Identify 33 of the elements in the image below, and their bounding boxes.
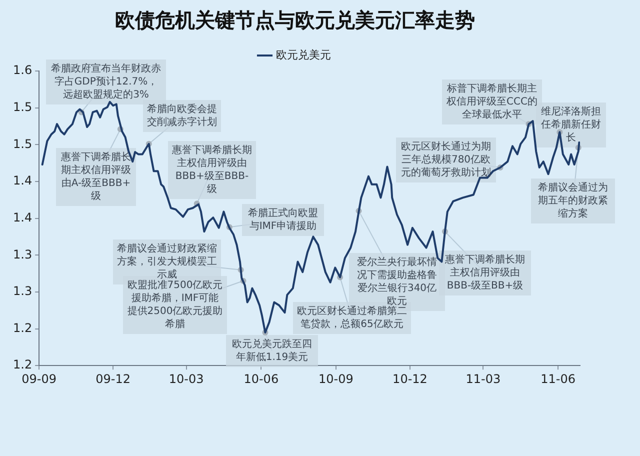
y-tick-label: 1.5: [12, 136, 32, 151]
annotation: 惠誉下调希腊长期主权信用评级由BBB-级至BB+级: [444, 254, 525, 292]
annotation: 希腊议会通过财政紧缩方案，引发大规模罢工示威: [117, 242, 217, 281]
y-tick-label: 1.4: [12, 210, 32, 224]
y-tick-label: 1.6: [12, 63, 32, 78]
x-tick-label: 10-03: [168, 372, 204, 386]
annotation: 希腊议会通过为期五年的财政紧缩方案: [538, 182, 608, 220]
x-tick-label: 10-06: [244, 372, 279, 386]
annotation: 希腊向欧委会提交削减赤字计划: [147, 103, 217, 128]
annotation: 欧元区财长通过希腊第二笔贷款，总额65亿欧元: [297, 305, 407, 330]
annotation: 欧盟批准7500亿欧元援助希腊，IMF可能提供2500亿欧元援助希腊: [127, 279, 223, 330]
annotation: 维尼泽洛斯担任希腊新任财长: [540, 106, 601, 144]
legend-label: 欧元兑美元: [276, 48, 331, 62]
x-tick-label: 10-09: [318, 372, 354, 386]
chart-title: 欧债危机关键节点与欧元兑美元汇率走势: [115, 8, 475, 32]
annotation: 惠誉下调希腊长期主权信用评级由BBB+级至BBB-级: [171, 144, 252, 196]
x-tick-label: 11-03: [466, 372, 501, 386]
y-tick-label: 1.5: [12, 100, 32, 114]
y-tick-label: 1.3: [12, 247, 32, 262]
x-tick-label: 09-12: [96, 372, 131, 386]
x-tick-label: 11-06: [540, 372, 576, 386]
annotation: 希腊正式向欧盟与IMF申请援助: [248, 207, 318, 232]
annotation: 欧元区财长通过为期三年总规模780亿欧元的葡萄牙救助计划: [401, 140, 491, 179]
x-tick-label: 09-09: [22, 372, 57, 386]
y-tick-label: 1.4: [12, 174, 32, 188]
y-tick-label: 1.2: [12, 320, 32, 335]
y-tick-label: 1.2: [12, 358, 32, 372]
annotation: 欧元兑美元跌至四年新低1.19美元: [232, 338, 312, 364]
y-tick-label: 1.3: [12, 284, 32, 298]
annotation: 惠誉下调希腊长期主权信用评级由A-级至BBB+级: [60, 151, 131, 202]
annotation: 希腊政府宣布当年财政赤字占GDP预计12.7%，远超欧盟规定的3%: [51, 62, 161, 101]
annotation: 标普下调希腊长期主权信用评级至CCC的全球最低水平: [446, 82, 538, 121]
x-tick-label: 10-12: [392, 372, 428, 386]
